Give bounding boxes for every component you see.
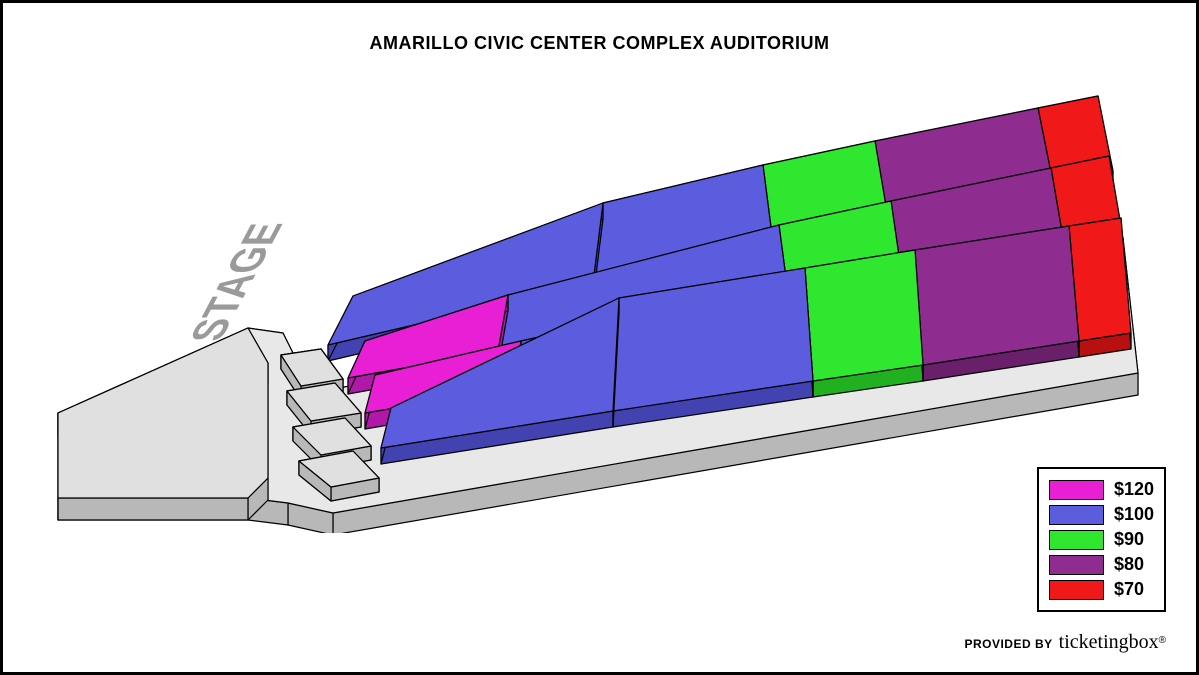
legend-swatch	[1049, 580, 1104, 600]
legend-swatch	[1049, 530, 1104, 550]
legend-label: $100	[1114, 504, 1154, 525]
legend-row: $120	[1049, 477, 1154, 502]
legend-row: $90	[1049, 527, 1154, 552]
chart-title: AMARILLO CIVIC CENTER COMPLEX AUDITORIUM	[3, 33, 1196, 54]
legend-label: $70	[1114, 579, 1144, 600]
attribution-reg: ®	[1159, 635, 1166, 646]
legend-label: $80	[1114, 554, 1144, 575]
legend-row: $70	[1049, 577, 1154, 602]
legend-row: $80	[1049, 552, 1154, 577]
price-legend: $120 $100 $90 $80 $70	[1037, 467, 1166, 612]
svg-text:STAGE: STAGE	[180, 222, 294, 341]
legend-row: $100	[1049, 502, 1154, 527]
legend-swatch	[1049, 480, 1104, 500]
seating-chart: STAGE	[53, 83, 1153, 533]
legend-label: $90	[1114, 529, 1144, 550]
attribution: PROVIDED BY ticketingbox®	[964, 631, 1166, 654]
legend-label: $120	[1114, 479, 1154, 500]
legend-swatch	[1049, 505, 1104, 525]
attribution-label: PROVIDED BY	[964, 637, 1052, 651]
attribution-brand: ticketingbox	[1059, 631, 1159, 653]
legend-swatch	[1049, 555, 1104, 575]
